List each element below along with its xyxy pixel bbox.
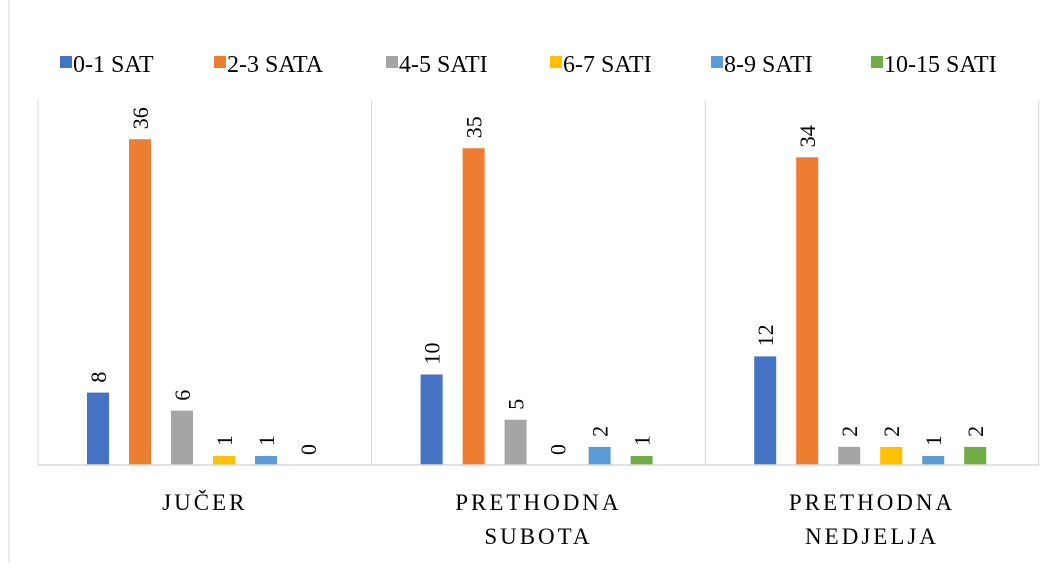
- category-label: PRETHODNA: [455, 490, 621, 515]
- legend-swatch: [550, 56, 562, 68]
- legend-swatch: [711, 56, 723, 68]
- data-label: 34: [795, 125, 820, 147]
- data-label: 2: [837, 426, 862, 437]
- bar: [504, 419, 527, 465]
- legend-label: 6-7 SATI: [563, 52, 652, 78]
- bar: [588, 446, 611, 465]
- data-label: 2: [588, 426, 613, 437]
- bar: [129, 139, 151, 465]
- legend-label: 10-15 SATI: [884, 52, 997, 78]
- bar: [754, 356, 777, 465]
- data-label: 1: [630, 435, 655, 446]
- bar: [87, 392, 109, 465]
- bar: [255, 455, 277, 465]
- data-label: 1: [212, 435, 237, 446]
- category-separators: [37, 100, 1040, 465]
- category-label: SUBOTA: [484, 524, 592, 549]
- data-label: 5: [504, 399, 529, 410]
- legend-swatch: [214, 56, 226, 68]
- data-label: 35: [462, 116, 487, 138]
- legend-swatch: [60, 56, 72, 68]
- data-label: 1: [254, 435, 279, 446]
- data-label: 36: [128, 107, 153, 129]
- data-label: 1: [921, 435, 946, 446]
- bar: [796, 157, 819, 466]
- bar: [462, 148, 485, 465]
- legend-label: 2-3 SATA: [227, 52, 324, 78]
- legend-label: 8-9 SATI: [724, 52, 813, 78]
- bar: [964, 446, 987, 465]
- bar: [630, 455, 653, 465]
- data-label: 12: [753, 324, 778, 346]
- data-label: 2: [879, 426, 904, 437]
- legend: 0-1 SAT 2-3 SATA 4-5 SATI 6-7 SATI 8-9 SATI 1…: [60, 52, 997, 78]
- category-labels: JUČER PRETHODNA SUBOTA PRETHODNA NEDJELJA: [162, 489, 955, 549]
- data-label: 0: [546, 444, 571, 455]
- legend-swatch: [871, 56, 883, 68]
- bar: [880, 446, 903, 465]
- bar: [171, 410, 193, 465]
- legend-label: 4-5 SATI: [399, 52, 488, 78]
- data-label: 2: [963, 426, 988, 437]
- data-label: 6: [170, 390, 195, 401]
- legend-label: 0-1 SAT: [73, 52, 154, 78]
- legend-swatch: [386, 56, 398, 68]
- data-label: 8: [86, 372, 111, 383]
- category-label: PRETHODNA: [789, 490, 955, 515]
- bar: [420, 374, 443, 465]
- category-label: JUČER: [162, 489, 247, 515]
- data-label: 10: [420, 343, 445, 365]
- bars: [87, 139, 987, 466]
- category-label: NEDJELJA: [805, 524, 939, 549]
- bar: [213, 455, 235, 465]
- bar: [838, 446, 861, 465]
- data-label: 0: [296, 444, 321, 455]
- bar: [922, 455, 945, 465]
